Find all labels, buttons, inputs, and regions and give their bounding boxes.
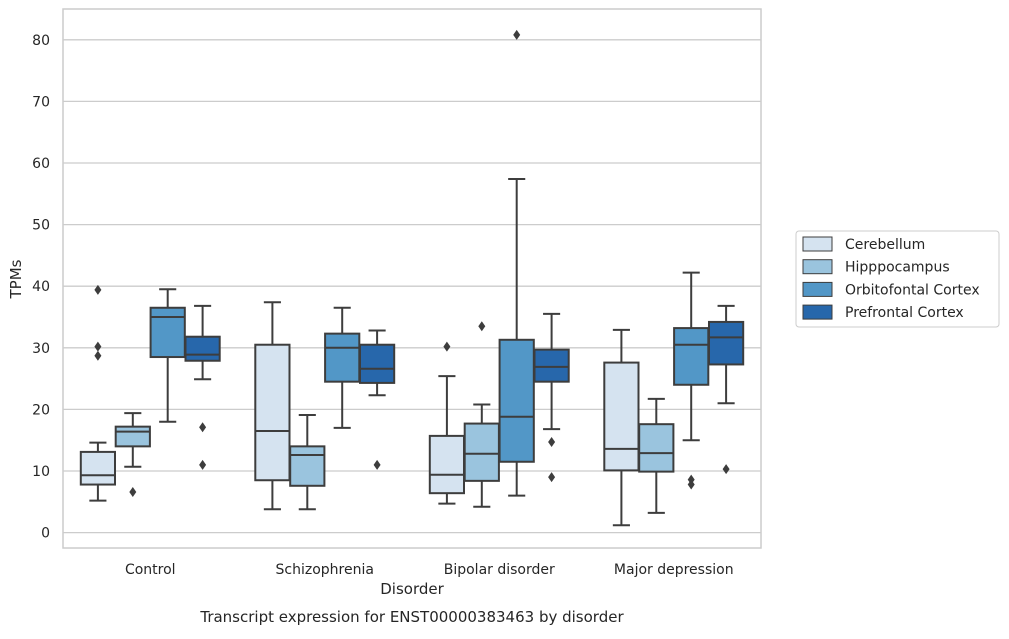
legend-frame bbox=[795, 230, 1000, 328]
outlier-point bbox=[478, 321, 486, 332]
y-tick-label: 20 bbox=[32, 402, 50, 418]
outlier-point bbox=[722, 464, 730, 475]
legend-swatch bbox=[802, 236, 833, 252]
box-prefrontal-cortex bbox=[358, 329, 396, 470]
box-prefrontal-cortex bbox=[184, 304, 221, 470]
x-tick-label: Schizophrenia bbox=[276, 562, 374, 578]
y-tick-label: 10 bbox=[32, 464, 50, 480]
box-prefrontal-cortex bbox=[707, 304, 745, 475]
outlier-point bbox=[199, 422, 207, 433]
box-body bbox=[184, 335, 221, 362]
box-cerebellum bbox=[254, 301, 291, 511]
outlier-point bbox=[548, 437, 556, 448]
box-hipppocampus bbox=[638, 397, 675, 514]
outlier-point bbox=[687, 479, 695, 490]
legend-swatch bbox=[802, 281, 833, 297]
box-body bbox=[707, 320, 745, 366]
box-cerebellum bbox=[79, 284, 117, 502]
box-cerebellum bbox=[428, 341, 466, 505]
x-tick-label: Major depression bbox=[614, 562, 734, 578]
y-tick-label: 60 bbox=[32, 156, 50, 172]
box-cerebellum bbox=[603, 328, 640, 527]
box-body bbox=[324, 332, 361, 383]
box-body bbox=[358, 343, 396, 384]
legend-swatch bbox=[802, 259, 833, 275]
chart-caption: Transcript expression for ENST0000038346… bbox=[199, 608, 624, 626]
y-tick-label: 50 bbox=[32, 218, 50, 234]
box-hipppocampus bbox=[114, 412, 151, 497]
box-body bbox=[463, 422, 500, 482]
outlier-point bbox=[443, 341, 451, 352]
legend: Cerebellum Hipppocampus Orbitofontal Corte… bbox=[795, 230, 1000, 328]
box-body bbox=[428, 434, 466, 495]
x-tick-label: Control bbox=[125, 562, 176, 578]
box-body bbox=[149, 306, 186, 359]
boxes-layer bbox=[79, 29, 745, 527]
outlier-point bbox=[513, 29, 521, 40]
outlier-point bbox=[199, 459, 207, 470]
outlier-point bbox=[94, 284, 102, 295]
box-hipppocampus bbox=[289, 413, 326, 511]
box-body bbox=[114, 425, 151, 448]
box-prefrontal-cortex bbox=[533, 312, 570, 483]
x-axis-label: Disorder bbox=[380, 580, 444, 598]
y-tick-labels: 0 10 20 30 40 50 60 70 80 bbox=[32, 33, 50, 542]
box-body bbox=[289, 445, 326, 487]
box-orbitofontal-cortex bbox=[149, 288, 186, 423]
box-body bbox=[603, 361, 640, 472]
outlier-point bbox=[94, 350, 102, 361]
box-body bbox=[254, 343, 291, 482]
y-tick-label: 40 bbox=[32, 279, 50, 295]
legend-label: Orbitofontal Cortex bbox=[845, 282, 980, 298]
legend-label: Cerebellum bbox=[845, 237, 925, 253]
box-hipppocampus bbox=[463, 321, 500, 508]
x-tick-label: Bipolar disorder bbox=[444, 562, 555, 578]
legend-swatch bbox=[802, 304, 833, 320]
y-tick-label: 80 bbox=[32, 33, 50, 49]
x-tick-labels: Control Schizophrenia Bipolar disorder Majo… bbox=[125, 562, 734, 578]
box-body bbox=[79, 450, 117, 486]
legend-label: Hipppocampus bbox=[845, 260, 950, 276]
legend-label: Prefrontal Cortex bbox=[845, 305, 964, 321]
box-body bbox=[638, 423, 675, 473]
outlier-point bbox=[373, 459, 381, 470]
box-body bbox=[673, 327, 710, 386]
y-tick-label: 0 bbox=[41, 526, 50, 542]
box-orbitofontal-cortex bbox=[498, 29, 535, 497]
y-tick-label: 30 bbox=[32, 341, 50, 357]
outlier-point bbox=[129, 486, 137, 497]
box-orbitofontal-cortex bbox=[673, 271, 710, 442]
outlier-point bbox=[94, 341, 102, 352]
y-tick-label: 70 bbox=[32, 94, 50, 110]
plot-frame bbox=[62, 8, 762, 549]
outlier-point bbox=[548, 472, 556, 483]
legend-items: Cerebellum Hipppocampus Orbitofontal Corte… bbox=[802, 236, 980, 321]
box-body bbox=[498, 338, 535, 463]
y-axis-label: TPMs bbox=[7, 259, 25, 299]
box-body bbox=[533, 348, 570, 383]
